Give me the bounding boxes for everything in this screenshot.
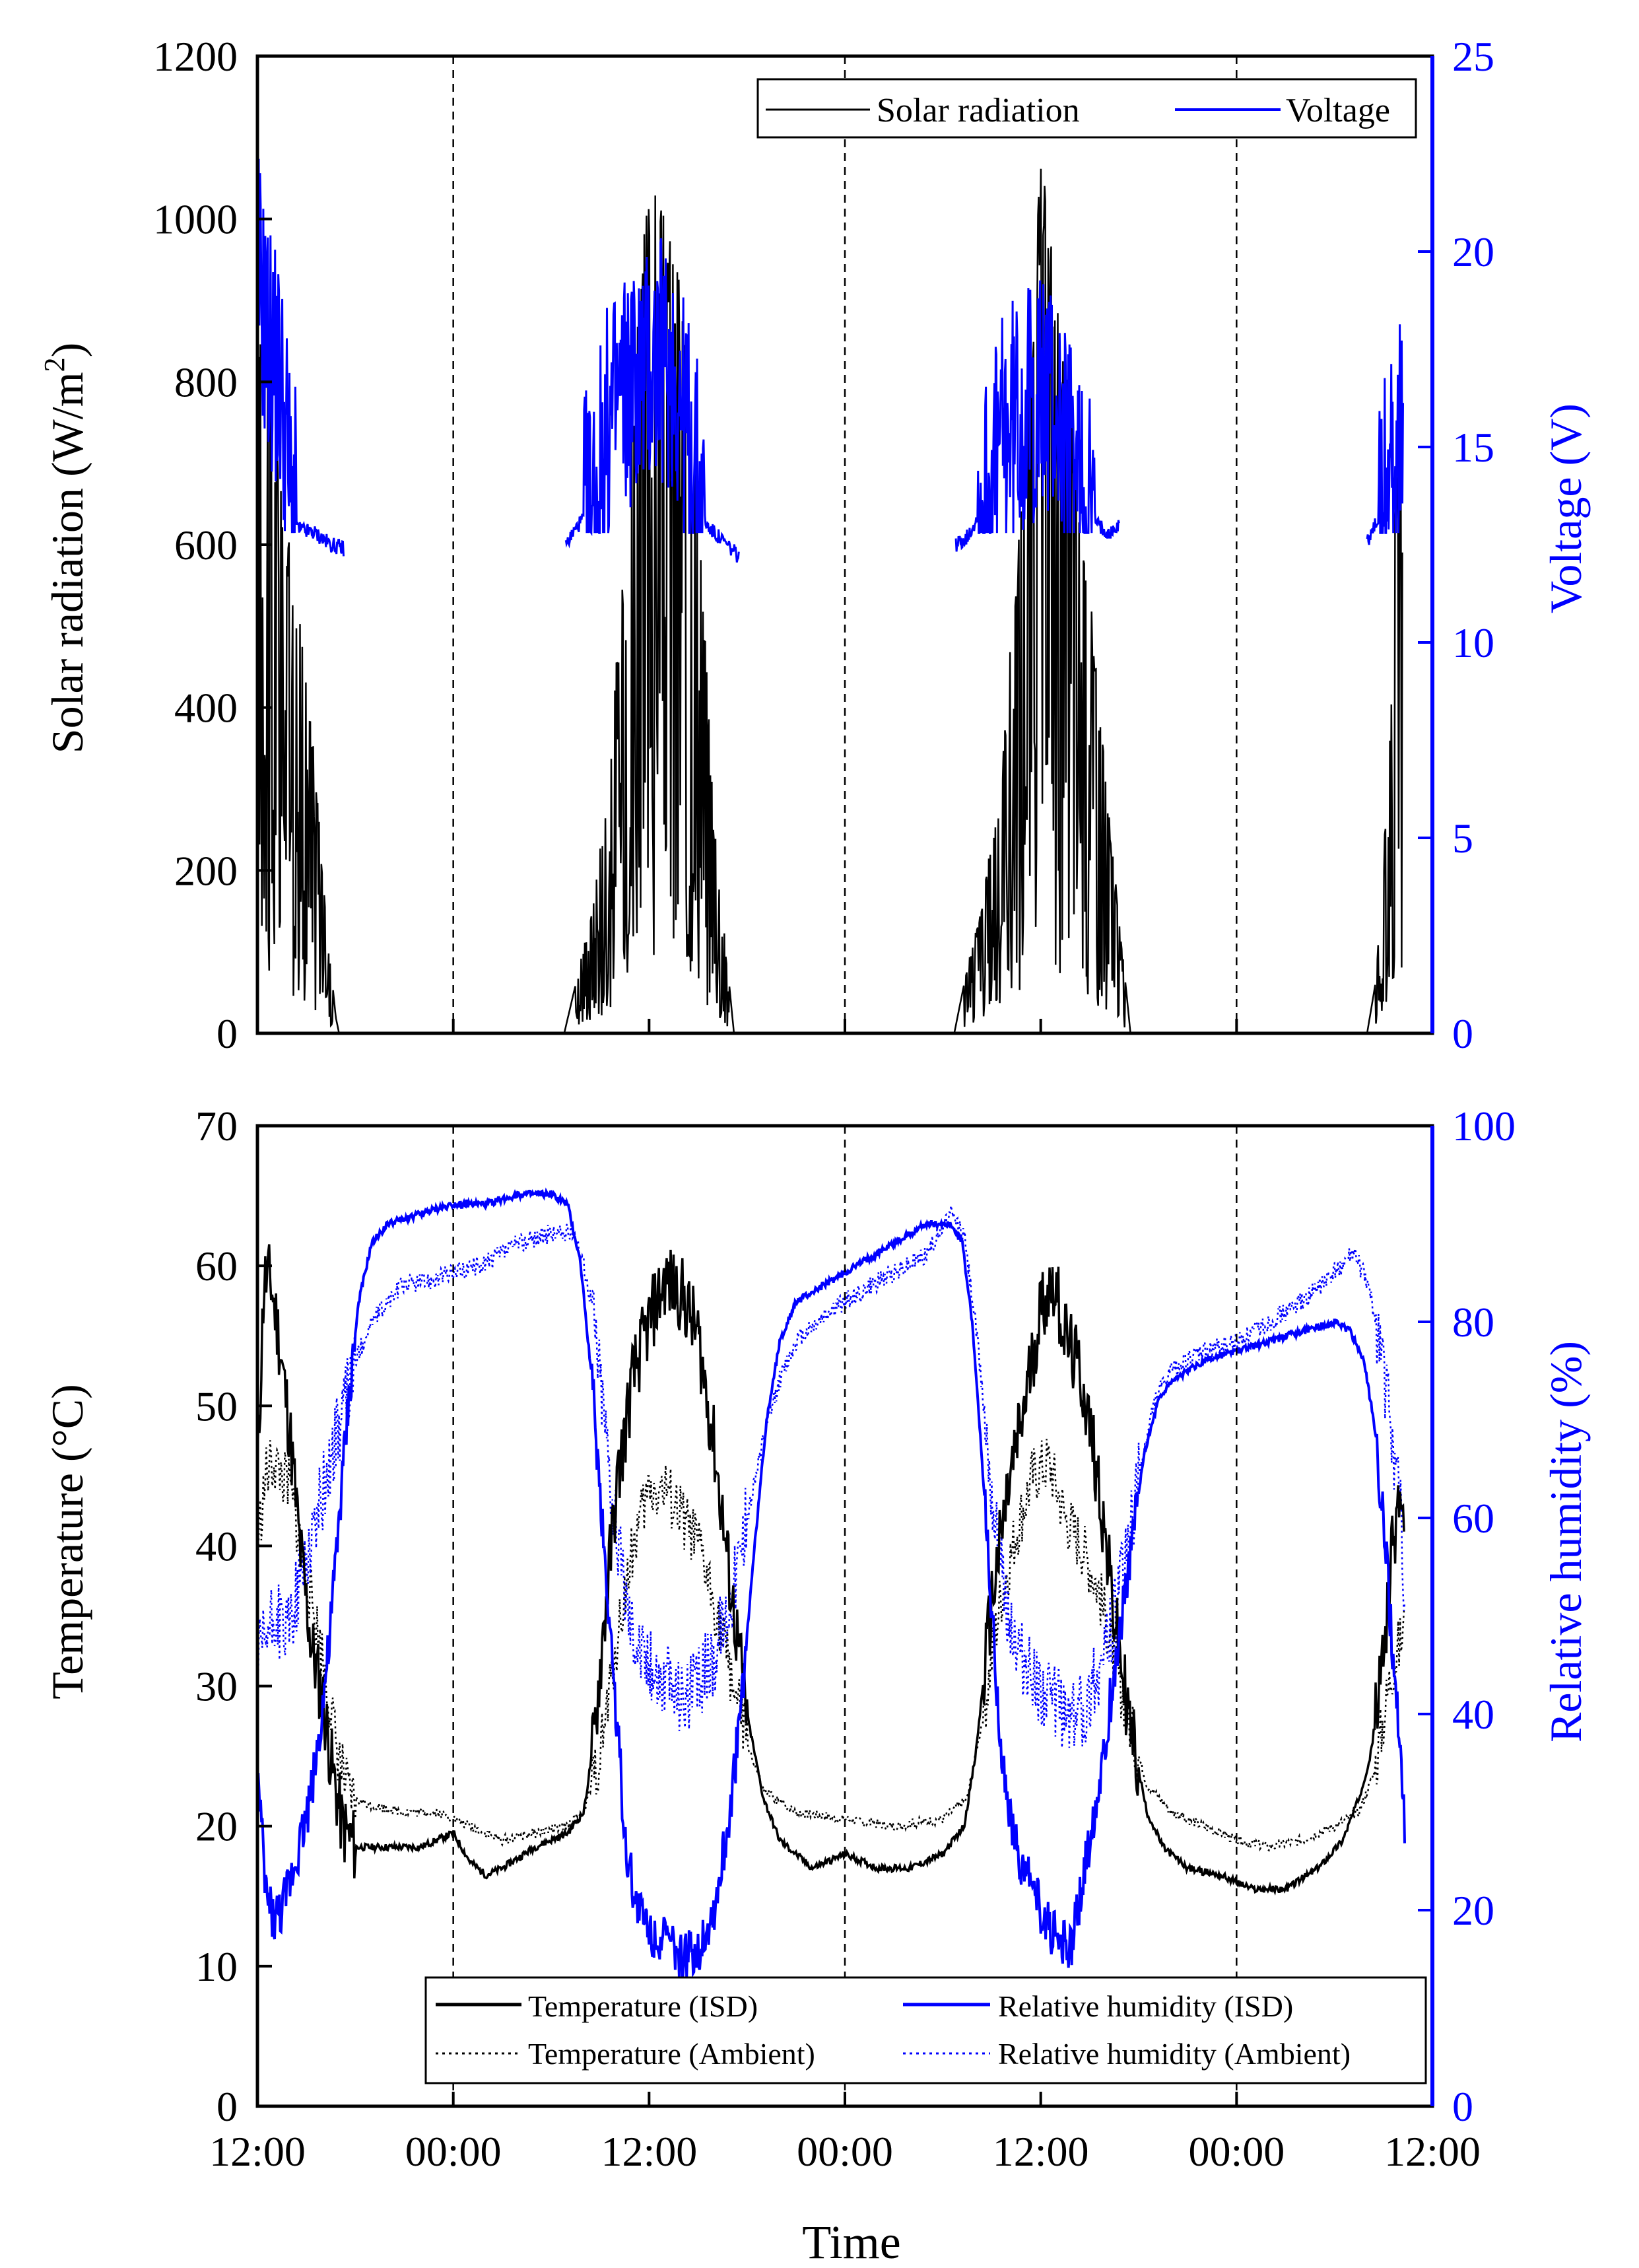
solar-radiation-axis-title-main: Solar radiation (W/m <box>42 372 92 753</box>
voltage-axis-title: Voltage (V) <box>1541 403 1591 613</box>
bottom-right-tick-label-5: 100 <box>1452 1103 1516 1150</box>
humidity-isd-line <box>256 1187 1406 1982</box>
top-left-tick-label-1: 200 <box>174 847 238 894</box>
legend-label-solar: Solar radiation <box>877 92 1080 129</box>
temperature-isd-line <box>256 1244 1405 1896</box>
bottom-chart-panel: 0 10 20 30 40 50 60 70 0 20 40 60 80 100 12:00 00:00 12:… <box>42 1103 1591 2268</box>
bottom-legend: Temperature (ISD) Relative humidity (ISD… <box>424 1976 1427 2084</box>
bottom-x-tick-label-6: 12:00 <box>1384 2128 1481 2175</box>
voltage-line-segment-3 <box>1366 324 1404 545</box>
bottom-x-tick-label-0: 12:00 <box>209 2128 306 2175</box>
top-left-tick-label-4: 800 <box>174 359 238 405</box>
humidity-ambient-line <box>256 1205 1406 1748</box>
top-chart-panel: 0 200 400 600 800 1000 1200 0 5 10 15 20 25 Solar ra… <box>38 33 1591 1057</box>
bottom-left-tick-label-2: 20 <box>195 1803 238 1850</box>
bottom-right-tick-label-1: 20 <box>1452 1887 1494 1934</box>
bottom-legend-box <box>424 1976 1427 2084</box>
top-left-tick-label-2: 400 <box>174 685 238 732</box>
bottom-left-tick-label-6: 60 <box>195 1243 238 1289</box>
top-right-tick-label-3: 15 <box>1452 424 1494 471</box>
legend-label-rh-isd: Relative humidity (ISD) <box>998 1989 1293 2023</box>
top-left-tick-label-3: 600 <box>174 522 238 568</box>
solar-radiation-line-day-2 <box>953 168 1131 1034</box>
bottom-x-tick-label-3: 00:00 <box>797 2128 893 2175</box>
time-axis-title: Time <box>802 2216 900 2268</box>
top-left-tick-label-6: 1200 <box>153 33 238 80</box>
voltage-line-segment-2 <box>954 280 1120 552</box>
top-right-tick-label-2: 10 <box>1452 619 1494 666</box>
top-left-tick-label-0: 0 <box>217 1010 238 1057</box>
bottom-right-tick-label-4: 80 <box>1452 1299 1494 1346</box>
legend-label-temp-ambient: Temperature (Ambient) <box>528 2037 815 2071</box>
solar-radiation-axis-title-sup: 2 <box>38 357 71 372</box>
bottom-left-tick-label-3: 30 <box>195 1663 238 1710</box>
temperature-axis-title: Temperature (°C) <box>42 1384 92 1699</box>
legend-label-temp-isd: Temperature (ISD) <box>528 1989 758 2023</box>
bottom-right-tick-label-3: 60 <box>1452 1495 1494 1542</box>
top-legend-box <box>756 78 1417 139</box>
top-right-tick-label-5: 25 <box>1452 33 1494 80</box>
bottom-left-tick-label-1: 10 <box>195 1943 238 1990</box>
top-series-layer <box>256 158 1404 1034</box>
bottom-series-layer <box>256 1187 1406 1982</box>
solar-radiation-line-day-1 <box>563 195 735 1034</box>
bottom-right-tick-label-0: 0 <box>1452 2083 1473 2130</box>
top-right-tick-label-0: 0 <box>1452 1010 1473 1057</box>
top-right-tick-label-1: 5 <box>1452 815 1473 862</box>
solar-radiation-axis-title-tail: ) <box>42 343 92 358</box>
bottom-x-tick-label-5: 00:00 <box>1188 2128 1285 2175</box>
top-left-tick-label-5: 1000 <box>153 196 238 243</box>
bottom-x-tick-label-2: 12:00 <box>601 2128 697 2175</box>
bottom-left-tick-label-0: 0 <box>217 2083 238 2130</box>
voltage-line-segment-1 <box>564 238 740 563</box>
bottom-left-tick-label-4: 40 <box>195 1523 238 1569</box>
bottom-x-tick-label-1: 00:00 <box>405 2128 502 2175</box>
top-legend: Solar radiation Voltage <box>756 78 1417 139</box>
humidity-axis-title: Relative humidity (%) <box>1541 1341 1591 1742</box>
bottom-left-tick-label-7: 70 <box>195 1103 238 1150</box>
bottom-right-tick-label-2: 40 <box>1452 1691 1494 1738</box>
temperature-ambient-line <box>256 1439 1405 1852</box>
legend-label-rh-ambient: Relative humidity (Ambient) <box>998 2037 1351 2071</box>
bottom-x-tick-label-4: 12:00 <box>993 2128 1089 2175</box>
bottom-tick-layer: 0 10 20 30 40 50 60 70 0 20 40 60 80 100 12:00 00:00 12:… <box>195 1103 1516 2175</box>
legend-label-voltage: Voltage <box>1286 92 1390 129</box>
top-right-tick-label-4: 20 <box>1452 228 1494 275</box>
bottom-left-tick-label-5: 50 <box>195 1383 238 1429</box>
solar-radiation-axis-title: Solar radiation (W/m2) <box>38 343 92 754</box>
voltage-line-segment-0 <box>256 158 345 557</box>
top-tick-layer: 0 200 400 600 800 1000 1200 0 5 10 15 20 25 <box>153 33 1494 1057</box>
